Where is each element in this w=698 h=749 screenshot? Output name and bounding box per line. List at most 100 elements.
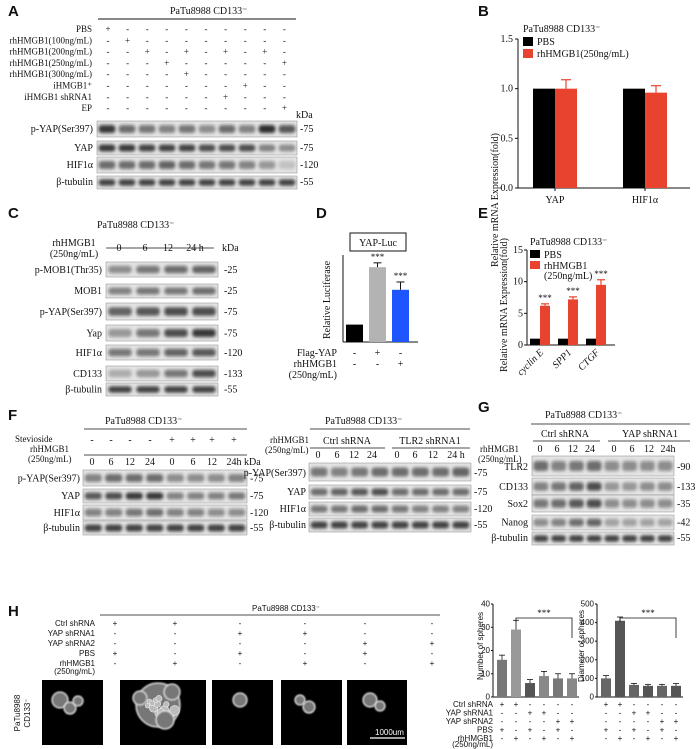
panel-c-blot-2-band: [192, 307, 216, 316]
panel-f-right-blot-kda: -120: [474, 504, 492, 515]
panel-h-graph-mark: -: [543, 700, 546, 709]
panel-a-blot-3-band: [258, 179, 276, 186]
panel-f-left-mark: -: [109, 435, 112, 446]
panel-f-right-blot-3: [308, 517, 472, 533]
panel-a-blot-kda: -120: [300, 160, 318, 171]
panel-e-bar: [586, 338, 596, 345]
panel-c-kda: kDa: [222, 243, 239, 254]
panel-d-mark: +: [398, 359, 404, 370]
panel-g-blot-label: Nanog: [501, 518, 528, 529]
panel-a-blot-kda: -75: [300, 124, 313, 135]
panel-f-right-blot-1: [308, 484, 472, 500]
panel-e-legend-rh-dose: (250ng/mL): [544, 271, 592, 282]
panel-f-left-blot-2: [82, 504, 248, 521]
panel-f-right-treat-b: (250ng/mL): [265, 445, 309, 455]
panel-h-image: [281, 680, 342, 745]
panel-c-blot-kda: -55: [224, 384, 237, 395]
panel-f-left-blot-2-band: [105, 508, 123, 517]
panel-h-row-label-dose: (250ng/mL): [54, 667, 95, 676]
panel-h-graph2-ytick-label: 200: [581, 655, 595, 664]
panel-f-right-blot-1-band: [411, 488, 429, 496]
panel-c-blot-label: Yap: [86, 329, 102, 340]
panel-h-side-label-a: PaTu8988: [13, 694, 22, 731]
panel-d-mark: -: [399, 348, 402, 359]
panel-a-mark: -: [107, 47, 110, 57]
panel-f-right-blot-2-band: [452, 505, 470, 513]
panel-a-blot-0: [96, 120, 298, 138]
panel-c-blot-label: HIF1α: [76, 348, 103, 359]
panel-f-left-blot-1-band: [146, 492, 164, 500]
panel-a-mark: -: [205, 24, 208, 34]
panel-h-mark: -: [239, 659, 242, 668]
panel-g-blot-3-band: [551, 518, 567, 527]
panel-c-blot-4-band: [164, 348, 188, 357]
panel-h-graph-mark: -: [571, 726, 574, 735]
panel-a-mark: +: [223, 47, 228, 57]
panel-b-ylabel: Relative mRNA Expression(fold): [490, 133, 501, 267]
panel-a-blot-label: β-tubulin: [56, 177, 93, 188]
panel-h-mark: +: [430, 659, 435, 668]
panel-g-time: 12: [644, 444, 654, 455]
panel-a-blot-1-band: [178, 144, 196, 152]
panel-f-right-blot-0-band: [432, 467, 450, 477]
panel-a-mark: -: [107, 69, 110, 79]
panel-b-chart: 0.0 0.5 1.0 1.5 YAP HIF1α: [501, 34, 690, 206]
panel-h-graph-mark: +: [556, 726, 561, 735]
panel-c-blot-kda: -75: [224, 329, 237, 340]
panel-c-blot-kda: -75: [224, 307, 237, 318]
panel-c-timepoints: 0 6 12 24 h: [117, 243, 204, 254]
panel-h-sphere-cell: [163, 701, 170, 708]
panel-f-left-mark: +: [190, 435, 196, 446]
panel-h-graph-diameter: 0 100 200 300 400 500 ***: [581, 600, 683, 702]
panel-f-right-blot-2-band: [371, 505, 389, 513]
panel-f-right-blot-label: p-YAP(Ser397): [244, 468, 306, 479]
panel-a-blot-0-band: [178, 125, 196, 133]
panel-d-sig: ***: [371, 252, 385, 262]
panel-c-blot-kda: -25: [224, 265, 237, 276]
panel-a-mark: -: [224, 58, 227, 68]
panel-a-mark: -: [224, 69, 227, 79]
panel-e-bar: [558, 338, 568, 345]
panel-c-blot-kda: -120: [224, 348, 242, 359]
panel-h-graph-row-label: Ctrl shRNA: [453, 700, 494, 709]
panel-h-graph-mark: +: [632, 726, 637, 735]
panel-d-mark: -: [353, 348, 356, 359]
panel-c-blot-0-band: [136, 265, 160, 274]
panel-a-blot-3-band: [238, 179, 256, 186]
panel-a-blot-0-band: [198, 125, 216, 133]
panel-a-blot-3-band: [278, 179, 296, 186]
panel-a-mark: -: [185, 58, 188, 68]
panel-a-mark: -: [126, 58, 129, 68]
panel-h-graph-number: 0 10 20 30 40 ***: [481, 600, 579, 702]
panel-e-bar: [540, 305, 550, 345]
panel-f-right-blot-2-band: [432, 505, 450, 513]
panel-a-blot-1-band: [158, 144, 176, 152]
panel-f-right-blot-1-band: [391, 488, 409, 496]
panel-g-blot-3-band: [604, 518, 620, 527]
panel-c-treat2: (250ng/mL): [50, 249, 98, 260]
panel-a-row-label: iHMGB1⁺: [53, 81, 92, 91]
panel-f-left-blot-2-band: [125, 508, 143, 517]
panel-h-graph-mark: +: [500, 726, 505, 735]
panel-b-bar: [533, 88, 555, 188]
panel-a-row-label: iHMGB1 shRNA1: [24, 92, 92, 102]
panel-f-right-time: 6: [335, 450, 340, 461]
panel-g-blot-0-band: [568, 461, 584, 471]
panel-h-sphere: [155, 710, 175, 730]
panel-g-blot-3-band: [586, 518, 602, 527]
panel-a-mark: -: [205, 81, 208, 91]
panel-b-title: PaTu8988 CD133⁻: [523, 24, 600, 35]
panel-c-blot-2-band: [108, 307, 132, 316]
panel-a-mark: -: [205, 103, 208, 113]
panel-h-graph1-bar: [525, 683, 535, 697]
panel-a-blot-0-band: [98, 125, 116, 133]
panel-h-mark: +: [113, 619, 118, 628]
panel-f-left-blot-1-band: [125, 492, 143, 500]
panel-f-left-blot-1-band: [105, 492, 123, 500]
panel-a-blot-1-band: [98, 144, 116, 152]
panel-h-mark: -: [364, 629, 367, 638]
panel-a-row-label: EP: [81, 103, 92, 113]
panel-g-blot-0-band: [604, 461, 620, 471]
panel-a-mark: -: [224, 81, 227, 91]
panel-c-blot-kda: -133: [224, 369, 242, 380]
